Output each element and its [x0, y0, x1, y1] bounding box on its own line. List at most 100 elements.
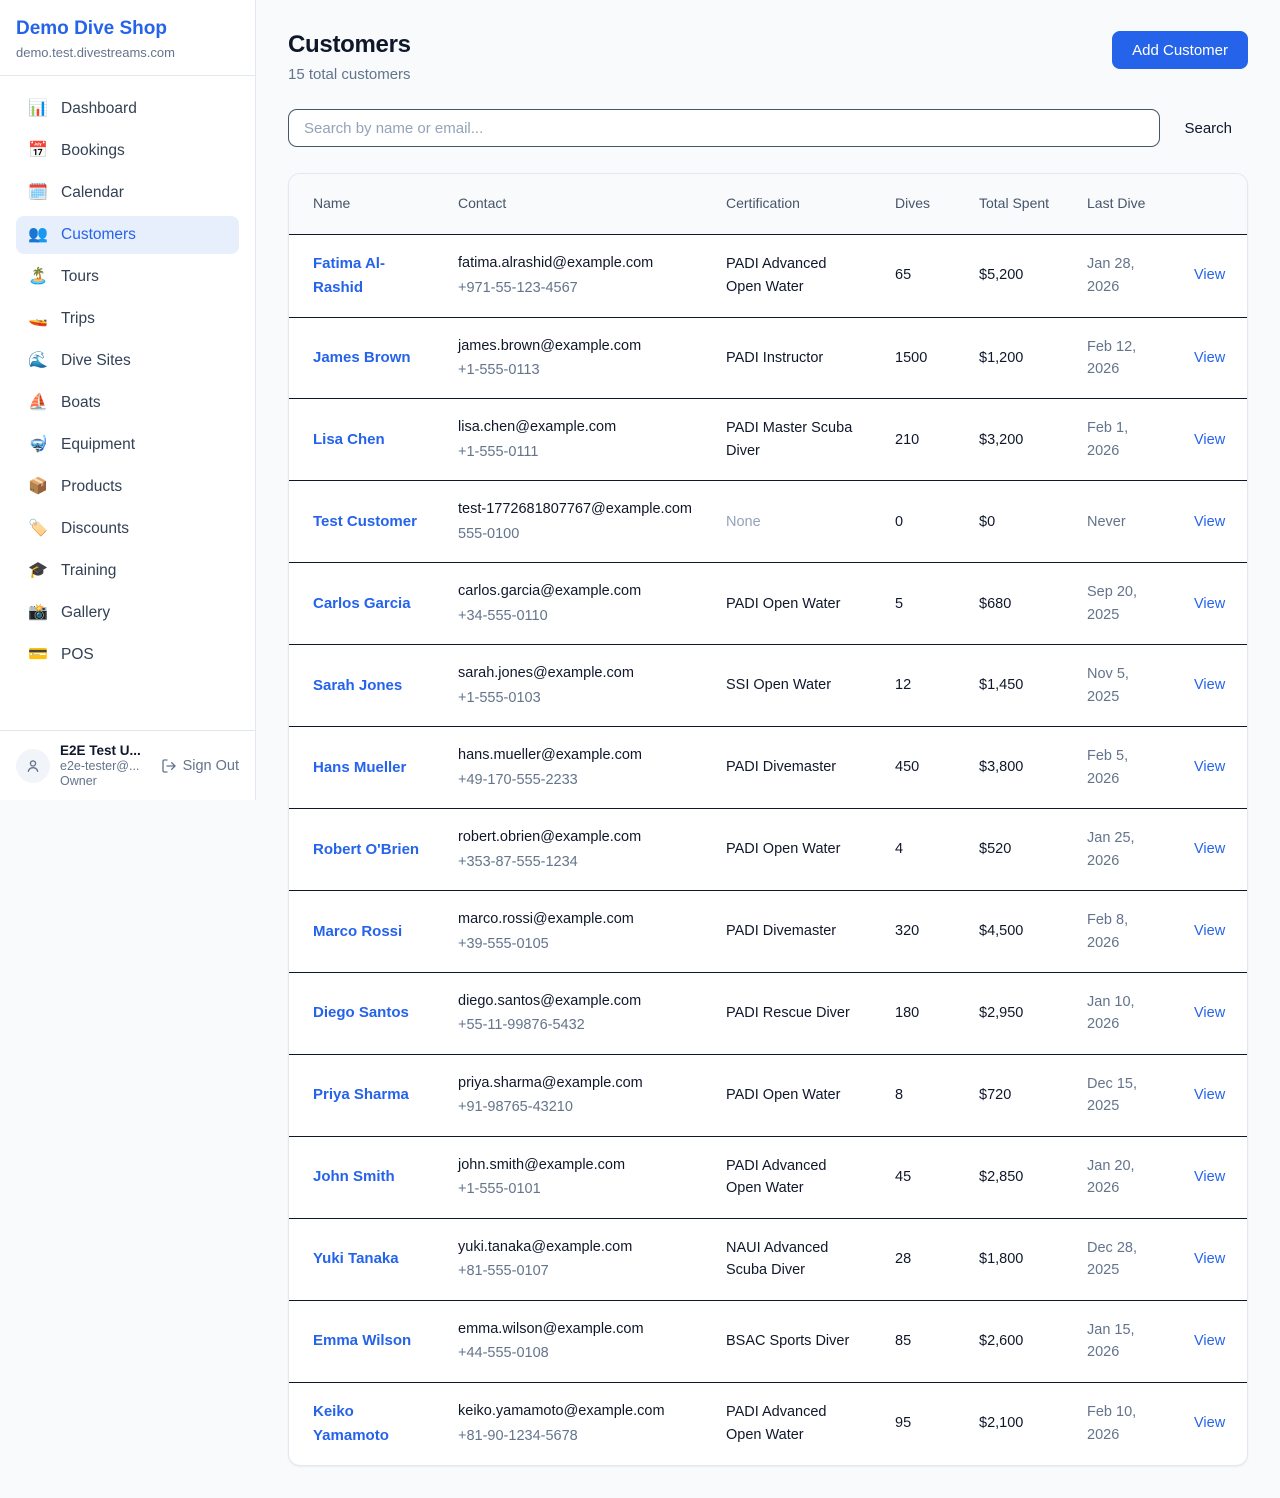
table-row-test-customer: Test Customer test-1772681807767@example…: [289, 480, 1247, 563]
sidebar-item-dashboard[interactable]: 📊 Dashboard: [16, 90, 239, 128]
cell-action: View: [1170, 1217, 1247, 1301]
search-button[interactable]: Search: [1168, 120, 1248, 137]
sidebar-item-bookings[interactable]: 📅 Bookings: [16, 132, 239, 170]
cell-total-spent: $680: [955, 562, 1063, 645]
customer-name-link[interactable]: Keiko Yamamoto: [313, 1402, 389, 1444]
table-row-john-smith: John Smith john.smith@example.com +1-555…: [289, 1135, 1247, 1219]
customer-email: keiko.yamamoto@example.com: [458, 1403, 665, 1420]
cell-name: Test Customer: [289, 480, 434, 563]
search-input[interactable]: [288, 109, 1161, 147]
cell-certification: PADI Rescue Diver: [702, 972, 871, 1055]
customer-name-link[interactable]: Marco Rossi: [313, 922, 403, 940]
cell-action: View: [1170, 726, 1247, 809]
customer-name-link[interactable]: Priya Sharma: [313, 1086, 409, 1104]
sidebar-item-equipment[interactable]: 🤿 Equipment: [16, 426, 239, 464]
cell-certification: PADI Open Water: [702, 808, 871, 891]
sidebar-item-customers[interactable]: 👥 Customers: [16, 216, 239, 254]
column-header: Contact: [434, 174, 702, 235]
cell-total-spent: $1,450: [955, 644, 1063, 727]
view-link[interactable]: View: [1194, 595, 1226, 612]
sign-out-button[interactable]: Sign Out: [161, 758, 239, 774]
table-row-emma-wilson: Emma Wilson emma.wilson@example.com +44-…: [289, 1299, 1247, 1383]
customer-email: emma.wilson@example.com: [458, 1320, 644, 1337]
view-link[interactable]: View: [1194, 1087, 1226, 1104]
cell-action: View: [1170, 808, 1247, 891]
customer-name-link[interactable]: Hans Mueller: [313, 758, 407, 776]
boats-icon: ⛵: [28, 394, 48, 411]
cell-name: Fatima Al-Rashid: [289, 234, 434, 317]
cell-last-dive: Feb 1, 2026: [1063, 398, 1170, 481]
sidebar-item-products[interactable]: 📦 Products: [16, 468, 239, 506]
view-link[interactable]: View: [1194, 267, 1226, 284]
cell-certification: SSI Open Water: [702, 644, 871, 727]
sidebar-item-label: Boats: [61, 394, 101, 411]
cell-total-spent: $520: [955, 808, 1063, 891]
customer-name-link[interactable]: Diego Santos: [313, 1004, 409, 1022]
add-customer-button[interactable]: Add Customer: [1112, 31, 1248, 69]
table-row-carlos-garcia: Carlos Garcia carlos.garcia@example.com …: [289, 562, 1247, 645]
customer-name-link[interactable]: Yuki Tanaka: [313, 1250, 399, 1268]
customer-phone: +34-555-0110: [458, 607, 548, 624]
view-link[interactable]: View: [1194, 349, 1226, 366]
view-link[interactable]: View: [1194, 759, 1226, 776]
sidebar-item-discounts[interactable]: 🏷️ Discounts: [16, 510, 239, 548]
customer-name-link[interactable]: Robert O'Brien: [313, 840, 420, 858]
customer-name-link[interactable]: Lisa Chen: [313, 430, 385, 448]
customer-phone: +39-555-0105: [458, 935, 549, 952]
sidebar-item-dive-sites[interactable]: 🌊 Dive Sites: [16, 342, 239, 380]
view-link[interactable]: View: [1194, 431, 1226, 448]
customer-name-link[interactable]: Sarah Jones: [313, 676, 403, 694]
cell-name: Emma Wilson: [289, 1299, 434, 1383]
sidebar-item-calendar[interactable]: 🗓️ Calendar: [16, 174, 239, 212]
customer-name-link[interactable]: John Smith: [313, 1168, 395, 1186]
customer-name-link[interactable]: Emma Wilson: [313, 1332, 412, 1350]
view-link[interactable]: View: [1194, 1251, 1226, 1268]
customer-email: hans.mueller@example.com: [458, 747, 642, 764]
view-link[interactable]: View: [1194, 923, 1226, 940]
view-link[interactable]: View: [1194, 841, 1226, 858]
certification-label: PADI Advanced Open Water: [726, 256, 827, 295]
cell-last-dive: Jan 28, 2026: [1087, 256, 1135, 295]
sidebar-item-trips[interactable]: 🚤 Trips: [16, 300, 239, 338]
sidebar-item-pos[interactable]: 💳 POS: [16, 636, 239, 674]
customer-phone: +81-555-0107: [458, 1263, 549, 1280]
cell-action: View: [1170, 644, 1247, 727]
cell-name: Diego Santos: [289, 972, 434, 1055]
cell-dives: 45: [871, 1135, 955, 1219]
customer-name-link[interactable]: James Brown: [313, 348, 411, 366]
cell-name: Lisa Chen: [289, 398, 434, 481]
customer-name-link[interactable]: Test Customer: [313, 512, 417, 530]
cell-dives: 8: [871, 1053, 955, 1137]
sidebar-item-boats[interactable]: ⛵ Boats: [16, 384, 239, 422]
cell-total-spent: $2,850: [955, 1135, 1063, 1219]
cell-contact: sarah.jones@example.com +1-555-0103: [434, 644, 702, 727]
table-row-james-brown: James Brown james.brown@example.com +1-5…: [289, 316, 1247, 399]
user-email: e2e-tester@...: [60, 759, 140, 773]
cell-action: View: [1170, 562, 1247, 645]
view-link[interactable]: View: [1194, 1169, 1226, 1186]
customer-name-link[interactable]: Fatima Al-Rashid: [313, 254, 385, 296]
shop-title[interactable]: Demo Dive Shop: [16, 18, 167, 39]
customer-email: robert.obrien@example.com: [458, 829, 642, 846]
view-link[interactable]: View: [1194, 1332, 1226, 1349]
certification-label: PADI Open Water: [726, 1087, 841, 1104]
cell-certification: PADI Master Scuba Diver: [702, 398, 871, 481]
table-row-lisa-chen: Lisa Chen lisa.chen@example.com +1-555-0…: [289, 398, 1247, 481]
view-link[interactable]: View: [1194, 677, 1226, 694]
customer-phone: +1-555-0101: [458, 1181, 541, 1198]
customers-table-card: Name Contact Certification Dives Total Spent…: [288, 173, 1248, 1466]
sidebar-item-label: Gallery: [61, 604, 111, 621]
sidebar-item-training[interactable]: 🎓 Training: [16, 552, 239, 590]
customer-name-link[interactable]: Carlos Garcia: [313, 594, 411, 612]
cell-name: James Brown: [289, 316, 434, 399]
cell-dives: 210: [871, 398, 955, 481]
view-link[interactable]: View: [1194, 1415, 1226, 1432]
column-header: [1170, 174, 1247, 235]
cell-last-dive: Dec 28, 2025: [1063, 1217, 1170, 1301]
certification-label: BSAC Sports Diver: [726, 1332, 850, 1349]
sidebar-item-gallery[interactable]: 📸 Gallery: [16, 594, 239, 632]
cell-dives: 85: [871, 1299, 955, 1383]
sidebar-item-tours[interactable]: 🏝️ Tours: [16, 258, 239, 296]
view-link[interactable]: View: [1194, 1005, 1226, 1022]
view-link[interactable]: View: [1194, 513, 1226, 530]
